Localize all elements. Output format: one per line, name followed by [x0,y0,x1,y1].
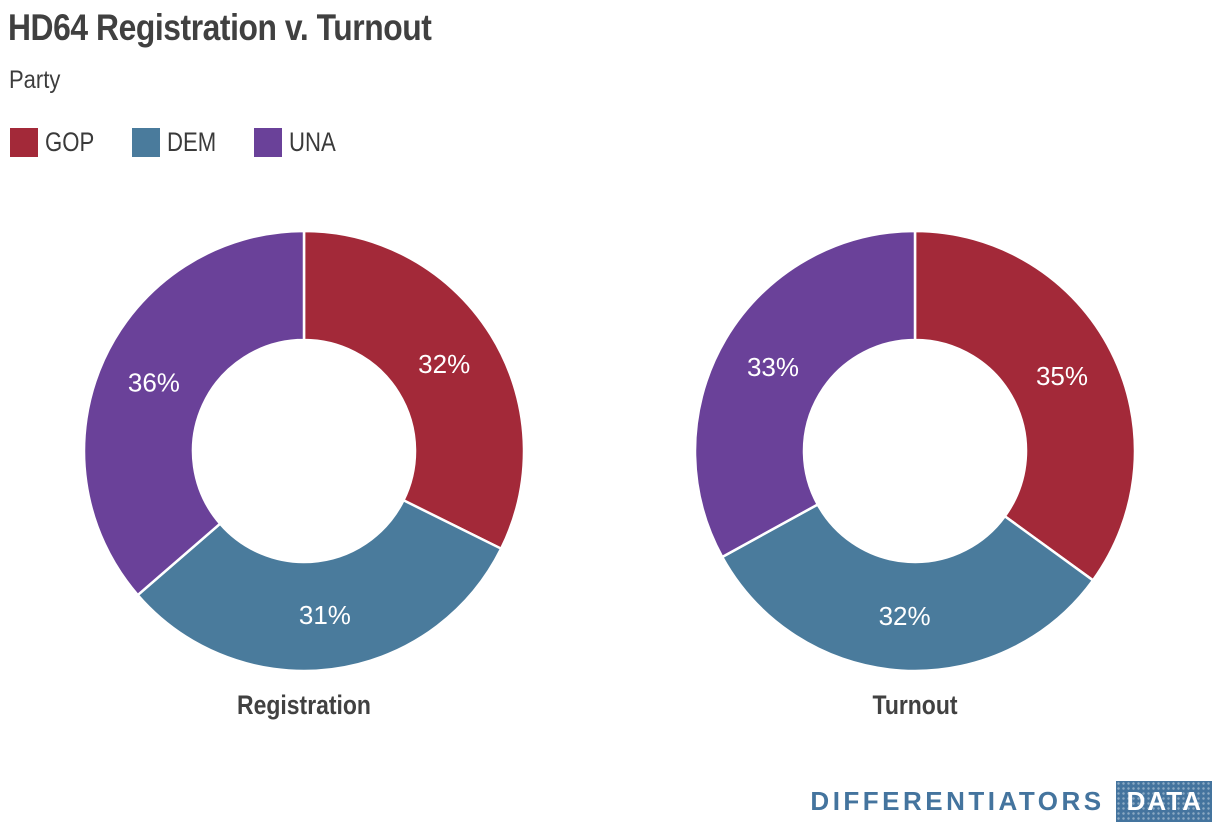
pie-slice-gop [302,229,526,551]
una-swatch [254,128,283,157]
pie-slice-dem [135,498,503,673]
pie-label-una: 36% [128,368,180,398]
turnout-donut-svg: 35% 32% 33% [693,229,1137,673]
pie-label-una: 33% [747,352,799,382]
legend: GOP DEM UNA [10,127,346,158]
pie-slice-una [693,229,917,559]
legend-title: Party [9,66,61,94]
legend-label-dem: DEM [167,127,217,157]
registration-caption: Registration [237,690,371,720]
pie-label-gop: 35% [1036,361,1088,391]
pie-label-dem: 32% [879,601,931,631]
turnout-donut-chart: 35% 32% 33% Turnout [685,221,1145,721]
legend-item-gop: GOP [10,127,105,158]
pie-slice-gop [913,229,1137,583]
page-title: HD64 Registration v. Turnout [8,7,432,48]
turnout-caption: Turnout [872,690,958,720]
pie-label-gop: 32% [418,349,470,379]
legend-item-una: UNA [254,127,346,158]
registration-donut-svg: 32% 31% 36% [82,229,526,673]
registration-donut-chart: 32% 31% 36% Registration [74,221,534,721]
dem-swatch [132,128,161,157]
legend-item-dem: DEM [132,127,227,158]
brand-badge: DATA [1115,781,1212,822]
differentiators-data-logo: DIFFERENTIATORS DATA [810,781,1212,822]
legend-label-una: UNA [289,127,336,157]
legend-label-gop: GOP [45,127,95,157]
pie-slice-una [82,229,306,597]
gop-swatch [10,128,38,157]
pie-label-dem: 31% [299,600,351,630]
pie-slice-dem [720,502,1095,673]
brand-name: DIFFERENTIATORS [810,786,1105,816]
